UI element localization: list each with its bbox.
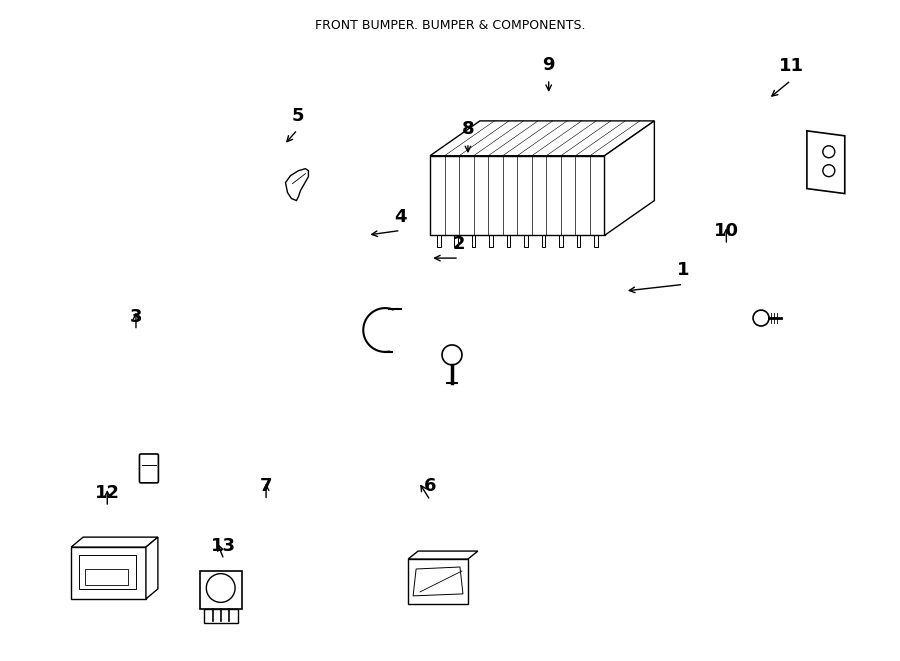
Circle shape [753, 310, 769, 326]
FancyBboxPatch shape [140, 454, 158, 483]
Polygon shape [285, 169, 309, 200]
Text: 2: 2 [453, 235, 465, 253]
Text: 10: 10 [714, 222, 739, 240]
Text: 13: 13 [212, 537, 237, 555]
Text: 5: 5 [292, 107, 303, 125]
Text: 12: 12 [94, 484, 120, 502]
Polygon shape [408, 551, 478, 559]
Polygon shape [430, 121, 654, 156]
Text: 4: 4 [394, 208, 407, 225]
Polygon shape [413, 567, 463, 596]
FancyBboxPatch shape [79, 555, 136, 589]
Polygon shape [203, 609, 238, 623]
Text: 7: 7 [260, 477, 273, 495]
FancyBboxPatch shape [86, 569, 128, 585]
Polygon shape [605, 121, 654, 235]
Polygon shape [430, 156, 605, 235]
Circle shape [206, 574, 235, 602]
Text: 1: 1 [677, 262, 689, 280]
Text: 3: 3 [130, 307, 142, 326]
Circle shape [442, 345, 462, 365]
Polygon shape [200, 571, 241, 609]
Text: 9: 9 [543, 56, 555, 74]
Circle shape [823, 165, 835, 176]
Text: 11: 11 [778, 58, 804, 75]
Text: 6: 6 [424, 477, 436, 495]
Polygon shape [71, 547, 146, 599]
Text: FRONT BUMPER. BUMPER & COMPONENTS.: FRONT BUMPER. BUMPER & COMPONENTS. [315, 19, 585, 32]
Polygon shape [146, 537, 158, 599]
Polygon shape [71, 537, 158, 547]
Polygon shape [807, 131, 845, 194]
Polygon shape [408, 559, 468, 604]
Circle shape [823, 146, 835, 158]
Text: 8: 8 [462, 120, 474, 138]
